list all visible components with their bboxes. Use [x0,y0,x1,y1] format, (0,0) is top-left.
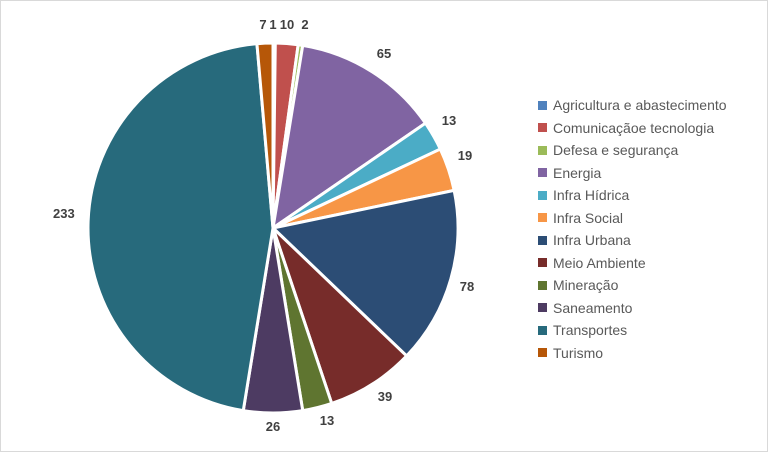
data-label-2: 2 [301,17,308,32]
legend-swatch [538,258,547,268]
legend-label: Defesa e segurança [553,142,679,159]
legend-swatch [538,145,547,155]
data-label-7: 39 [378,389,392,404]
legend-label: Mineração [553,277,619,294]
legend-label: Infra Social [553,209,624,226]
legend-item: Turismo [538,342,727,365]
legend-swatch [538,213,547,223]
data-label-8: 13 [320,413,334,428]
legend-swatch [538,123,547,133]
data-label-6: 78 [460,279,474,294]
legend-item: Energia [538,162,727,185]
legend-item: Defesa e segurança [538,139,727,162]
legend-swatch [538,348,547,358]
legend-label: Infra Hídrica [553,187,630,204]
legend-item: Transportes [538,319,727,342]
pie-slice-11 [255,41,275,229]
legend-swatch [538,190,547,200]
legend-label: Comunicaçãoe tecnologia [553,119,715,136]
legend-swatch [538,325,547,335]
legend-item: Infra Hídrica [538,184,727,207]
data-label-0: 1 [269,17,276,32]
legend-label: Infra Urbana [553,232,631,249]
legend-label: Transportes [553,322,628,339]
legend-item: Comunicaçãoe tecnologia [538,117,727,140]
legend-item: Infra Social [538,207,727,230]
legend-label: Agricultura e abastecimento [553,97,727,114]
data-label-10: 233 [53,206,75,221]
legend-swatch [538,303,547,313]
data-label-1: 10 [280,17,294,32]
legend-label: Energia [553,164,602,181]
legend-item: Saneamento [538,297,727,320]
legend-item: Mineração [538,274,727,297]
data-label-3: 65 [377,46,391,61]
legend-item: Infra Urbana [538,229,727,252]
legend-swatch [538,235,547,245]
legend-label: Saneamento [553,299,633,316]
data-label-4: 13 [442,113,456,128]
pie-slice-6 [269,188,460,359]
legend-swatch [538,168,547,178]
data-label-11: 7 [259,17,266,32]
data-label-5: 19 [458,148,472,163]
pie-plot: 1 10 2 65 13 19 78 39 13 26 233 7 [53,17,474,434]
pie-slice-3 [270,43,428,232]
data-label-9: 26 [266,419,280,434]
legend-label: Meio Ambiente [553,254,646,271]
legend-swatch [538,280,547,290]
pie-slice-10 [86,42,275,413]
legend-swatch [538,100,547,110]
legend: Agricultura e abastecimento Comunicaçãoe … [538,94,727,364]
legend-item: Meio Ambiente [538,252,727,275]
legend-item: Agricultura e abastecimento [538,94,727,117]
legend-label: Turismo [553,344,604,361]
